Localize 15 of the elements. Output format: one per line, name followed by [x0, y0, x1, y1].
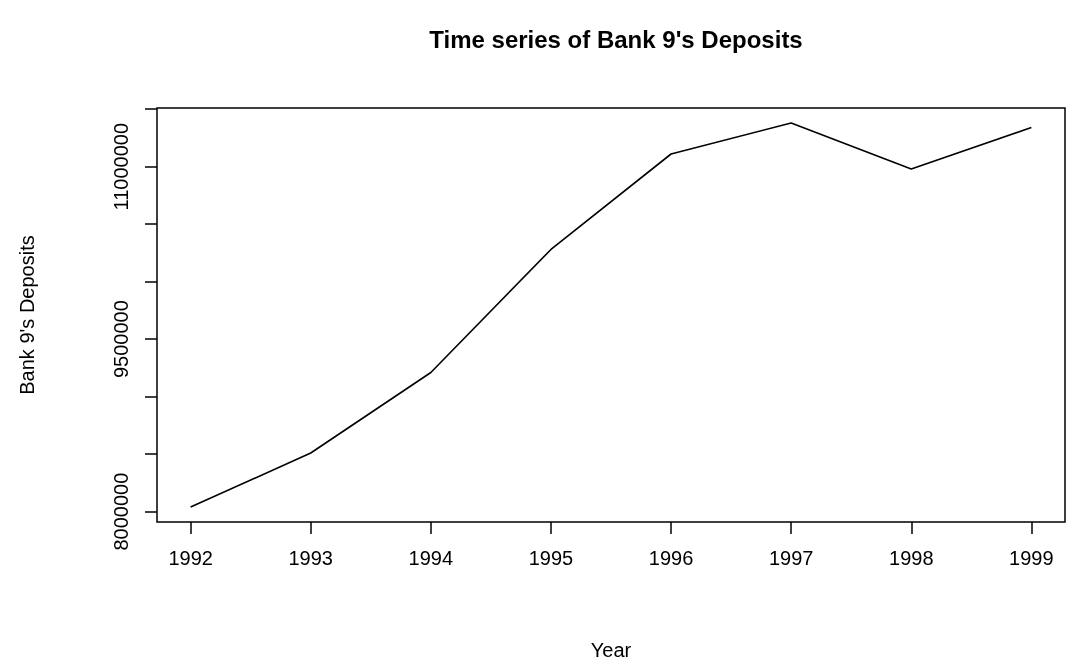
x-tick-label: 1994 — [408, 547, 454, 569]
x-tick-label: 1997 — [768, 547, 814, 569]
line-series — [189, 122, 1033, 508]
chart-title: Time series of Bank 9's Deposits — [429, 25, 803, 53]
x-tick-label: 1995 — [528, 547, 574, 569]
x-axis-title: Year — [590, 639, 632, 661]
y-tick-label: 8000000 — [110, 472, 132, 551]
y-tick-label: 11000000 — [110, 122, 132, 211]
x-tick-label: 1998 — [889, 547, 934, 569]
x-tick-label: 1992 — [168, 547, 213, 569]
y-axis-title: Bank 9's Deposits — [16, 235, 38, 395]
x-tick-label: 1999 — [1009, 547, 1054, 569]
y-tick-label: 9500000 — [110, 300, 132, 379]
x-tick-label: 1993 — [288, 547, 333, 569]
x-tick-label: 1996 — [648, 547, 694, 569]
